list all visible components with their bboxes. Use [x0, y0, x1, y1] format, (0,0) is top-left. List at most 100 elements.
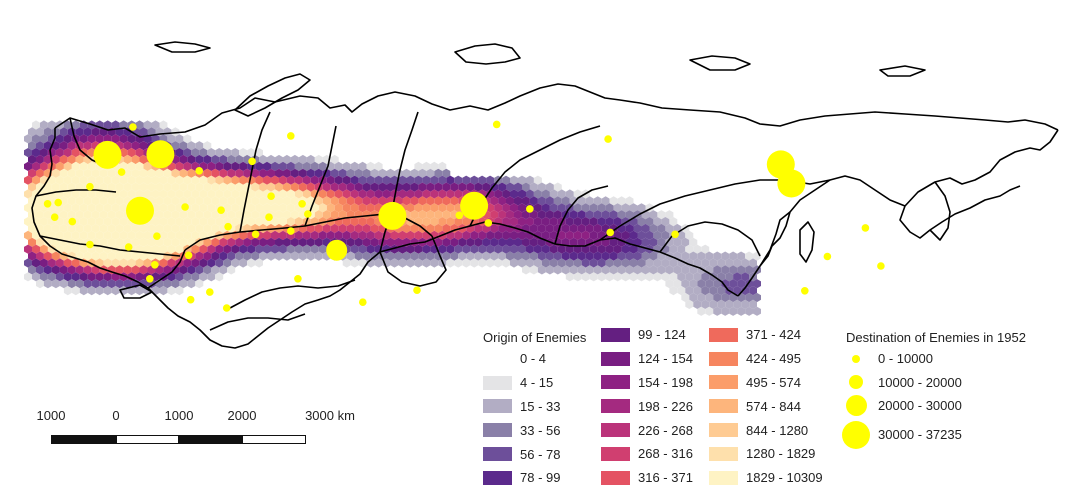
origin-hex-cell [24, 258, 32, 268]
origin-hex-cell [302, 244, 311, 254]
origin-hex-cell [71, 286, 80, 296]
novaya-zemlya [234, 73, 311, 117]
origin-hex-cell [725, 299, 734, 309]
origin-hex-cell [183, 175, 192, 185]
origin-hex-cell [91, 251, 100, 261]
origin-hex-cell [430, 175, 439, 185]
origin-legend-label: 0 - 4 [520, 351, 547, 367]
origin-hex-cell [689, 251, 698, 261]
origin-hex-cell [79, 272, 88, 282]
origin-legend-label: 198 - 226 [638, 398, 693, 414]
origin-hex-cell [306, 223, 315, 234]
origin-hex-cell [462, 217, 471, 227]
origin-hex-cell [111, 134, 120, 144]
origin-hex-cell [103, 175, 112, 185]
origin-hex-cell [310, 175, 319, 185]
origin-hex-cell [83, 223, 92, 234]
origin-hex-cell [414, 244, 423, 254]
origin-legend-item: 1829 - 10309 [709, 466, 823, 490]
origin-hex-cell [745, 265, 753, 275]
origin-hex-cell [637, 203, 646, 213]
origin-hex-cell [358, 230, 367, 240]
origin-hex-cell [573, 244, 582, 254]
origin-hex-cell [275, 210, 283, 220]
origin-legend-swatch [709, 327, 738, 342]
origin-hex-cell [99, 210, 108, 220]
origin-hex-cell [36, 237, 44, 247]
origin-hex-cell [235, 154, 244, 165]
origin-legend-label: 4 - 15 [520, 375, 554, 391]
origin-hex-cell [28, 265, 36, 275]
origin-legend-swatch [601, 327, 630, 342]
origin-hex-cell [434, 223, 443, 234]
origin-hex-cell [529, 210, 538, 220]
origin-hex-cell [526, 175, 534, 185]
origin-hex-cell [227, 251, 236, 261]
origin-legend-swatch [483, 423, 512, 438]
origin-hex-cell [446, 244, 455, 254]
origin-hex-cell [159, 286, 168, 296]
origin-hex-cell [51, 141, 60, 151]
origin-hex-cell [701, 286, 710, 296]
origin-hex-cell [502, 175, 510, 185]
origin-hex-cell [155, 182, 164, 192]
origin-hex-cell [207, 244, 216, 254]
origin-hex-cell [163, 168, 172, 178]
origin-hex-cell [342, 175, 351, 185]
origin-hex-cell [227, 265, 236, 275]
destination-circle [251, 230, 260, 239]
origin-hex-cell [211, 251, 220, 261]
origin-hex-cell [474, 251, 483, 261]
origin-hex-cell [681, 279, 690, 289]
origin-hex-cell [366, 230, 375, 240]
origin-hex-cell [167, 175, 176, 185]
origin-hex-cell [203, 265, 212, 275]
origin-hex-cell [533, 258, 542, 268]
origin-hex-cell [641, 251, 650, 261]
origin-hex-cell [565, 244, 574, 254]
origin-hex-cell [91, 210, 100, 220]
origin-hex-cell [267, 182, 275, 192]
origin-hex-cell [533, 189, 542, 199]
origin-hex-cell [143, 258, 152, 268]
origin-hex-cell [87, 272, 96, 282]
origin-hex-cell [195, 251, 204, 261]
origin-hex-cell [163, 237, 172, 247]
origin-hex-cell [426, 251, 435, 261]
origin-hex-cell [498, 223, 506, 234]
southern-border-east [379, 221, 739, 297]
origin-hex-cell [402, 182, 411, 192]
origin-hex-cell [577, 196, 586, 206]
origin-hex-cell [43, 251, 52, 261]
origin-hex-cell [529, 196, 538, 206]
origin-hex-cell [410, 168, 419, 178]
origin-hex-cell [275, 168, 283, 178]
origin-hex-cell [207, 189, 216, 199]
origin-hex-cell [95, 134, 104, 144]
origin-legend-swatch [601, 470, 630, 485]
origin-hex-cell [298, 237, 307, 247]
origin-hex-cell [179, 154, 188, 165]
origin-hex-cell [390, 258, 399, 268]
origin-hex-cell [741, 299, 750, 309]
origin-hex-cell [55, 258, 64, 268]
origin-hex-cell [366, 217, 375, 227]
origin-hex-cell [306, 182, 315, 192]
origin-hex-cell [175, 175, 184, 185]
origin-hex-cell [470, 258, 479, 268]
origin-hex-cell [705, 292, 714, 303]
ural-border [239, 111, 271, 233]
origin-hex-cell [581, 244, 590, 254]
origin-hex-cell [283, 237, 291, 247]
origin-hex-cell [518, 258, 526, 268]
origin-hex-cell [506, 237, 514, 247]
origin-hex-cell [374, 175, 383, 185]
origin-hex-cell [306, 251, 315, 261]
origin-hex-cell [422, 189, 431, 199]
origin-hex-cell [541, 230, 550, 240]
origin-hex-cell [378, 182, 387, 192]
origin-hex-cell [346, 223, 355, 234]
origin-hex-cell [561, 265, 570, 275]
destination-circle [378, 201, 407, 230]
scale-bar-label: 0 [112, 408, 120, 423]
